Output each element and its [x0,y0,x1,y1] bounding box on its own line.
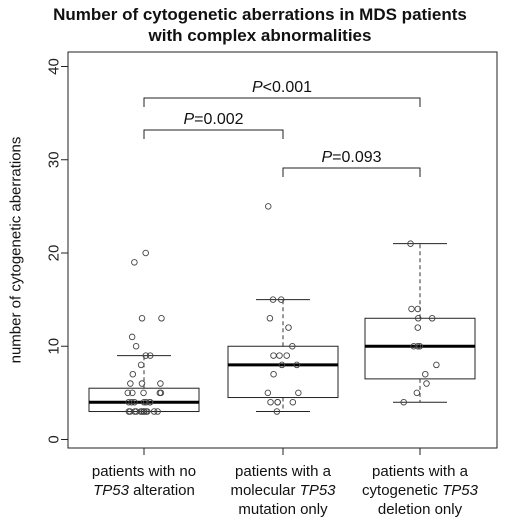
data-point [400,398,407,406]
p-value-label: P<0.001 [252,79,312,96]
data-point [143,408,151,415]
significance-bracket [143,97,421,107]
data-point [269,296,277,303]
data-point [266,315,274,322]
data-point [289,398,297,406]
data-point [137,361,145,369]
y-tick-label: 30 [46,151,63,168]
data-point [131,259,138,266]
chart-title: Number of cytogenetic aberrations in MDS… [0,4,520,46]
data-point [140,389,147,397]
data-point [267,398,274,406]
data-point [140,398,148,406]
data-point [138,380,146,387]
y-tick-label: 0 [46,435,63,443]
data-point [132,343,140,350]
data-point [131,398,138,406]
y-tick-label: 10 [46,338,63,355]
x-category-label: patients with a cytogenetic TP53 deletion … [362,463,478,518]
significance-bracket [282,167,421,177]
data-point [407,240,414,247]
data-point [295,389,302,397]
data-point [154,408,161,415]
box-iqr [364,317,476,380]
data-point [127,380,134,387]
data-point [129,389,136,397]
data-point [289,343,296,350]
data-point [142,398,150,406]
data-point [276,352,283,359]
data-point [414,315,422,322]
y-axis-label: number of cytogenetic aberrations [8,137,25,364]
data-point [264,389,272,397]
data-point [293,361,301,369]
data-point [146,352,154,359]
data-point [158,315,165,322]
box-iqr [227,345,339,399]
data-point [142,352,150,359]
data-point [414,305,422,313]
data-point [416,343,424,350]
significance-bracket [143,129,284,139]
data-point [142,249,149,257]
data-point [132,408,140,415]
data-point [273,408,281,415]
data-point [422,370,429,378]
data-point [285,324,292,331]
y-tick-label: 40 [46,58,63,75]
data-point [138,315,146,322]
data-point [414,324,422,331]
data-point [128,333,136,341]
data-point [414,343,422,350]
data-point [270,370,277,378]
chart-subtitle: with complex abnormalities [148,26,372,45]
data-point [137,408,145,415]
data-point [408,305,415,313]
data-point [270,352,277,359]
data-point [125,408,133,415]
p-value-label: P=0.093 [321,149,381,166]
data-point [157,389,165,397]
data-point [278,361,286,369]
y-tick-label: 20 [46,245,63,262]
data-point [274,398,281,406]
data-point [433,361,440,369]
data-point [277,296,285,303]
data-point [146,398,154,406]
data-point [129,370,137,378]
p-value-label: P=0.002 [183,111,243,128]
data-point [423,380,430,387]
data-point [140,408,148,415]
chart-title-line-1: Number of cytogenetic aberrations in MDS… [53,5,467,24]
data-point [413,389,421,397]
data-point [283,352,290,359]
data-point [157,380,164,387]
x-category-label: patients with a molecular TP53 mutation on… [230,463,336,518]
x-category-label: patients with no TP53 alteration [91,463,197,499]
data-point [150,408,158,415]
data-point [128,398,135,406]
data-point [264,203,272,210]
data-point [428,315,436,322]
data-point [410,343,417,350]
data-point [124,389,132,397]
